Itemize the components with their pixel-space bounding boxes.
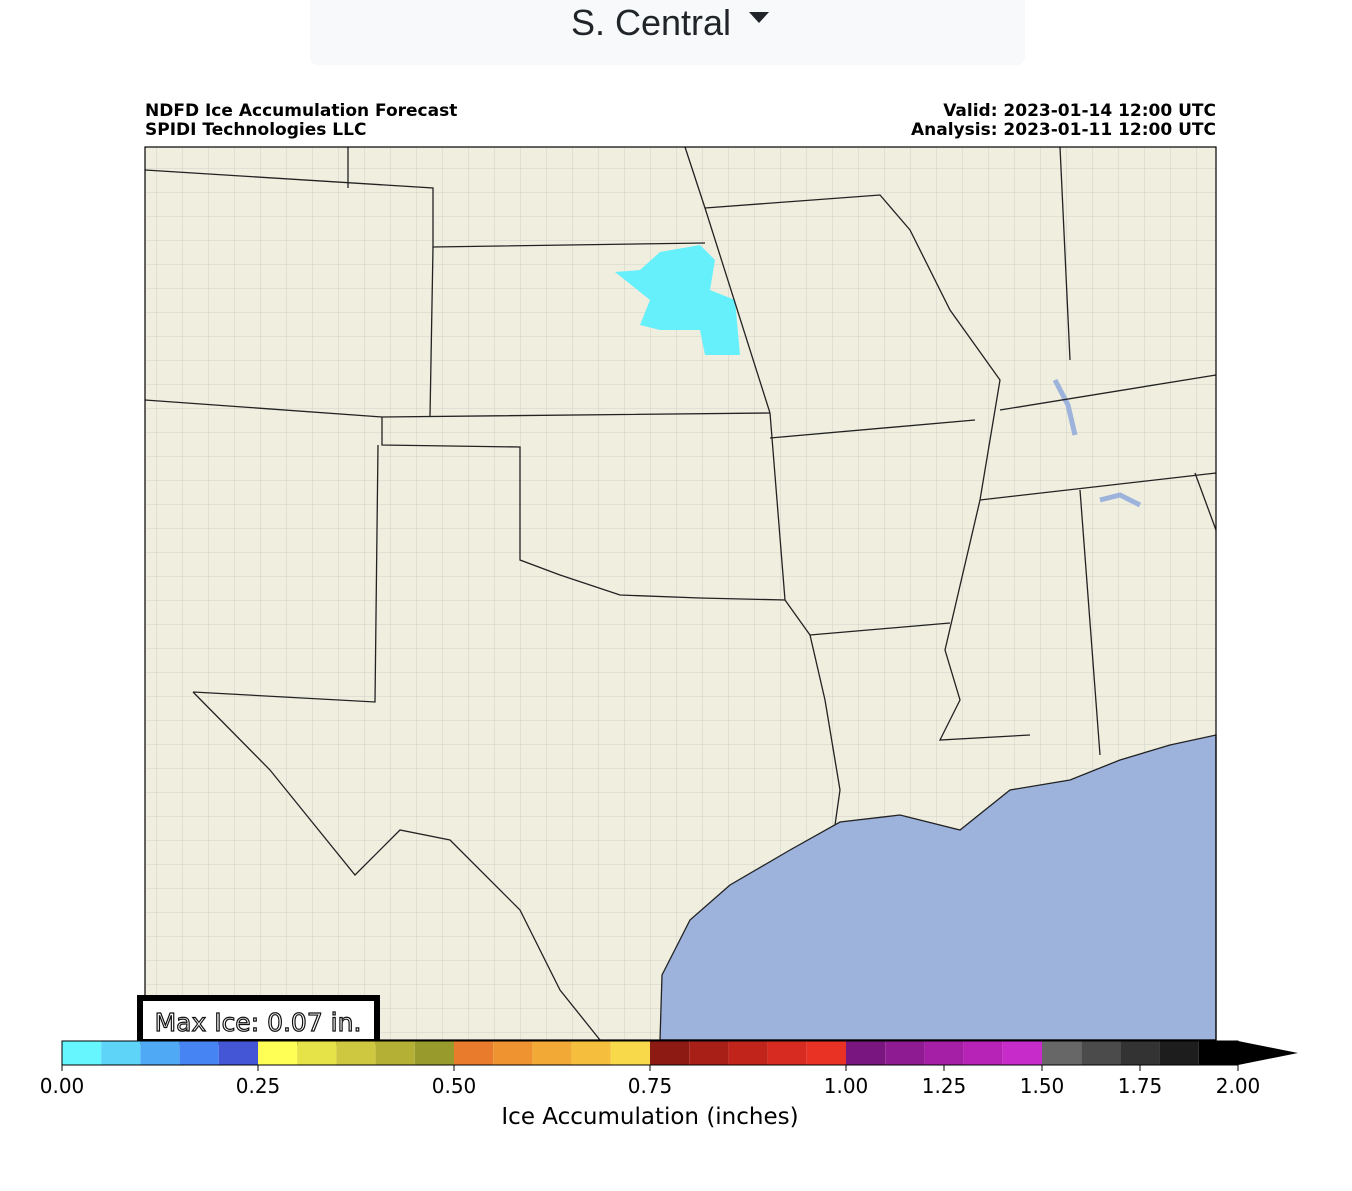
colorbar-segment — [1159, 1041, 1199, 1065]
colorbar-tick-label: 1.75 — [1118, 1074, 1163, 1098]
colorbar-tick-label: 0.00 — [40, 1074, 85, 1098]
colorbar-segment — [297, 1041, 337, 1065]
colorbar-segment — [767, 1041, 807, 1065]
colorbar-segment — [806, 1041, 846, 1065]
colorbar-tick-label: 1.00 — [824, 1074, 869, 1098]
colorbar-segment — [885, 1041, 925, 1065]
dropdown[interactable] — [310, 0, 1025, 65]
colorbar-extend — [1238, 1041, 1298, 1065]
colorbar-tick-label: 1.25 — [922, 1074, 967, 1098]
colorbar: 0.00 0.25 0.50 0.75 1.00 1.25 1.50 1.75 2.00 Ice … — [40, 1040, 1298, 1130]
colorbar-segment — [610, 1041, 650, 1065]
colorbar-segment — [1042, 1041, 1082, 1065]
colorbar-segment — [414, 1041, 454, 1065]
colorbar-segment — [336, 1041, 376, 1065]
colorbar-segment — [963, 1041, 1003, 1065]
colorbar-segment — [1120, 1041, 1160, 1065]
colorbar-tick-label: 2.00 — [1216, 1074, 1261, 1098]
colorbar-segment — [258, 1041, 298, 1065]
map-title: NDFD Ice Accumulation Forecast — [145, 101, 457, 121]
colorbar-segment — [218, 1041, 258, 1065]
colorbar-segment — [532, 1041, 572, 1065]
colorbar-segment — [1198, 1041, 1238, 1065]
dropdown-label[interactable]: S. Central — [571, 2, 731, 43]
colorbar-segment — [846, 1041, 886, 1065]
colorbar-segment — [140, 1041, 180, 1065]
colorbar-tick-label: 0.75 — [628, 1074, 673, 1098]
colorbar-segment — [728, 1041, 768, 1065]
colorbar-tick-label: 0.25 — [236, 1074, 281, 1098]
colorbar-segment — [1002, 1041, 1042, 1065]
colorbar-segment — [689, 1041, 729, 1065]
colorbar-segment — [101, 1041, 141, 1065]
colorbar-segment — [493, 1041, 533, 1065]
max-ice-box — [137, 995, 380, 1045]
valid-time: Valid: 2023-01-14 12:00 UTC — [943, 101, 1216, 121]
analysis-time: Analysis: 2023-01-11 12:00 UTC — [911, 120, 1216, 140]
colorbar-segment — [924, 1041, 964, 1065]
map-subtitle: SPIDI Technologies LLC — [145, 120, 366, 140]
colorbar-segment — [454, 1041, 494, 1065]
colorbar-label: Ice Accumulation (inches) — [501, 1104, 798, 1130]
dropdown-caret[interactable] — [749, 12, 769, 23]
map — [144, 146, 1217, 1041]
max-ice-label: Max Ice: 0.07 in. — [155, 1008, 362, 1037]
colorbar-segment — [62, 1041, 102, 1065]
colorbar-segment — [1081, 1041, 1121, 1065]
colorbar-tick-label: 0.50 — [432, 1074, 477, 1098]
colorbar-segment — [571, 1041, 611, 1065]
colorbar-segment — [650, 1041, 690, 1065]
colorbar-tick-label: 1.50 — [1020, 1074, 1065, 1098]
colorbar-segment — [179, 1041, 219, 1065]
colorbar-segment — [375, 1041, 415, 1065]
